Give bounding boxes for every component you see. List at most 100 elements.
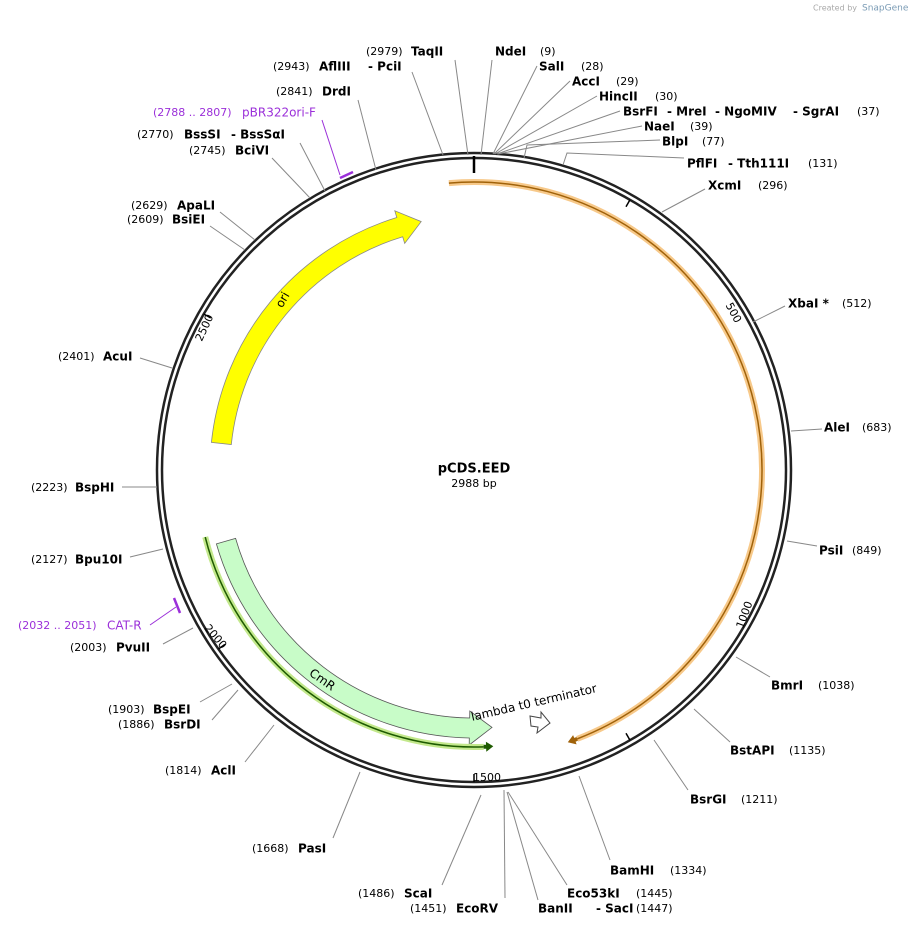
enzyme-name: - NgoMIV [715,105,777,119]
tick-mark [625,199,631,208]
enzyme-site: (512) [842,297,872,310]
tick-label: 1000 [734,599,756,630]
enzyme-site: (2979) [366,45,403,58]
enzyme-leader [693,708,731,743]
enzyme-name: NaeI [644,120,675,134]
enzyme-name: ApaLI [177,199,215,213]
enzyme-leader [492,65,538,155]
enzyme-name: BanII [538,902,573,916]
enzyme-name: TaqII [411,45,443,59]
enzyme-leader [211,689,239,721]
enzyme-name: BspEI [153,703,191,717]
enzyme-site: (2223) [31,481,68,494]
primer-site [339,170,354,180]
enzyme-name: - MreI [667,105,707,119]
tick-mark [625,732,631,741]
enzyme-site: (1451) [410,902,447,915]
enzyme-leader [480,59,493,156]
enzyme-leader [199,683,233,703]
enzyme-leader [162,627,194,645]
enzyme-site: (1486) [358,887,395,900]
enzyme-leader [219,211,256,241]
enzyme-name: PsiI [819,544,843,558]
enzyme-site: (77) [702,135,725,148]
enzyme-name: ScaI [404,887,432,901]
enzyme-site: (296) [758,179,788,192]
enzyme-site: (29) [616,75,639,88]
enzyme-leader [271,157,311,199]
orange-feature [448,181,763,740]
enzyme-site: (1135) [789,744,826,757]
credit: Created by [813,4,857,13]
enzyme-name: - Tth111I [728,157,789,171]
primer-range: (2032 .. 2051) [18,619,97,632]
enzyme-leader [735,656,771,678]
primer-name: CAT-R [107,619,142,633]
enzyme-name: - BssSαI [231,128,285,142]
tick-mark [203,313,212,319]
orange-head [567,735,578,745]
enzyme-site: (2770) [137,128,174,141]
enzyme-site: (1447) [636,902,673,915]
enzyme-name: BsrDI [164,718,201,732]
enzyme-leader [129,548,164,558]
enzyme-site: (1445) [636,887,673,900]
tick-mark [217,643,226,650]
enzyme-name: - SgrAI [793,105,839,119]
enzyme-name: BssSI [184,128,221,142]
enzyme-leader [411,71,444,156]
enzyme-site: (1334) [670,864,707,877]
enzyme-name: Eco53kI [567,887,620,901]
enzyme-name: PvuII [116,641,150,655]
enzyme-name: SalI [539,60,564,74]
tick-label: 500 [723,300,744,325]
enzyme-site: (683) [862,421,892,434]
green-head [483,741,494,752]
enzyme-site: (1903) [108,703,145,716]
enzyme-name: AcuI [103,350,132,364]
enzyme-leader [506,791,539,901]
enzyme-site: (28) [581,60,604,73]
tick-label: 1500 [473,771,501,784]
enzyme-site: (2401) [58,350,95,363]
enzyme-name: BciVI [235,144,269,158]
enzyme-name: XbaI * [788,297,830,311]
enzyme-name: EcoRV [456,902,499,916]
plasmid-size: 2988 bp [451,477,496,490]
enzyme-site: (1038) [818,679,855,692]
enzyme-name: XcmI [708,179,741,193]
enzyme-site: (1886) [118,718,155,731]
enzyme-leader [454,59,469,156]
cmr-arrow [215,537,493,746]
enzyme-name: NdeI [495,45,526,59]
enzyme-name: AclI [211,764,236,778]
enzyme-leader [752,305,786,323]
enzyme-site: (131) [808,157,838,170]
enzyme-leader [299,142,326,192]
enzyme-leader [497,125,643,155]
enzyme-name: BsrFI [623,105,658,119]
primer-leader [321,119,341,176]
enzyme-leader [209,225,246,251]
enzyme-name: BmrI [771,679,803,693]
enzyme-site: (2127) [31,553,68,566]
enzyme-name: HincII [599,90,638,104]
enzyme-site: (39) [690,120,713,133]
enzyme-site: (2943) [273,60,310,73]
backbone-outer [155,151,793,789]
enzyme-leader [493,80,571,155]
primer-site [172,597,182,614]
enzyme-name: Bpu10I [75,553,122,567]
enzyme-name: BstAPI [730,744,775,758]
primer-range: (2788 .. 2807) [153,106,232,119]
enzyme-name: DrdI [322,85,351,99]
enzyme-leader [790,428,823,432]
enzyme-site: (2609) [127,213,164,226]
enzyme-leader [503,789,506,899]
green-feature [204,536,484,748]
enzyme-name: AflIII [319,60,351,74]
enzyme-name: PflFI [687,157,717,171]
enzyme-site: (849) [852,544,882,557]
enzyme-name: AccI [572,75,600,89]
enzyme-name: BamHI [610,864,654,878]
